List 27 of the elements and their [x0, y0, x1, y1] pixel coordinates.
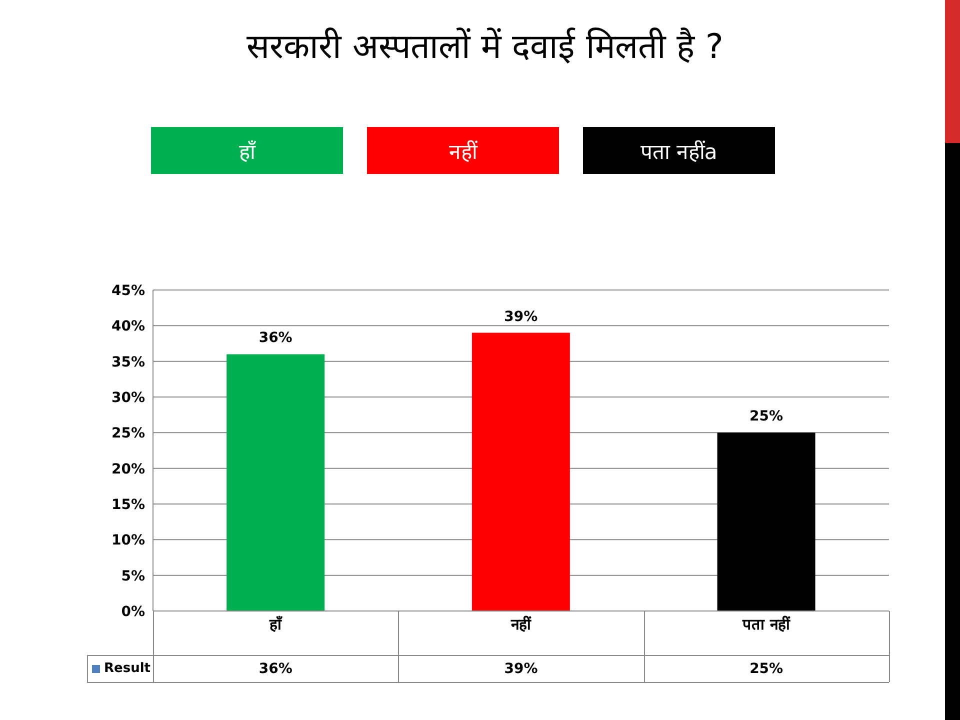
data-label: 39% — [504, 660, 538, 676]
y-tick-label: 15% — [111, 496, 145, 513]
data-label: 36% — [258, 660, 292, 676]
y-tick-label: 35% — [111, 354, 145, 370]
text: 36% — [258, 330, 292, 346]
text: 39% — [504, 308, 538, 325]
bar — [226, 354, 325, 611]
text: हाँ — [239, 138, 255, 164]
x-tick-label: हाँ — [268, 616, 284, 634]
y-tick-label: 5% — [121, 568, 145, 584]
text: Result — [104, 661, 150, 676]
y-tick-label: 25% — [111, 426, 145, 442]
bar — [472, 332, 570, 611]
y-tick-label: 45% — [111, 282, 145, 299]
y-tick-label: 30% — [111, 390, 145, 406]
text: नहीं — [449, 138, 477, 164]
x-tick-label: नहीं — [510, 616, 532, 634]
data-label: 25% — [750, 660, 784, 676]
bar — [717, 432, 816, 611]
y-tick-label: 40% — [111, 318, 145, 335]
y-tick-label: 20% — [111, 461, 145, 478]
chart-title: सरकारी अस्पतालों में दवाई मिलती है ? — [246, 26, 724, 69]
text: पता नहींa — [640, 138, 718, 164]
y-tick-label: 0% — [121, 604, 145, 620]
text: 25% — [750, 408, 784, 425]
y-tick-label: 10% — [111, 532, 145, 549]
x-tick-label: पता नहीं — [742, 616, 791, 634]
